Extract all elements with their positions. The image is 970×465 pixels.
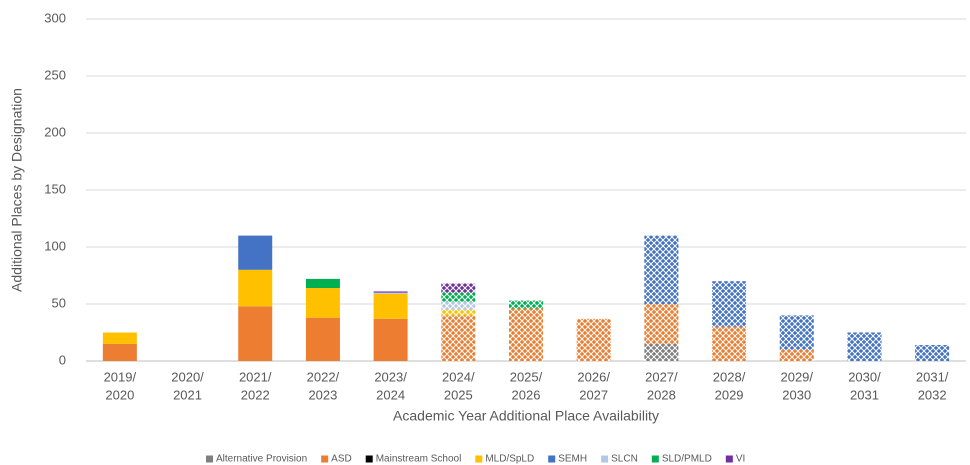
x-tick-label: 2031 (850, 387, 879, 402)
y-tick-label: 0 (59, 352, 66, 367)
x-tick-label: 2021 (173, 387, 202, 402)
legend-swatch (365, 455, 373, 463)
bar-segment (102, 343, 137, 361)
x-tick-label: 2024 (376, 387, 405, 402)
bar-segment (305, 288, 340, 318)
x-tick-label: 2030 (782, 387, 811, 402)
bar-segment (644, 343, 679, 361)
x-tick-label: 2028 (647, 387, 676, 402)
x-tick-label: 2022/ (307, 369, 340, 384)
legend-label: VI (736, 454, 745, 465)
bar-segment (373, 291, 408, 293)
x-tick-label: 2022 (241, 387, 270, 402)
y-tick-label: 50 (52, 295, 66, 310)
bar-segment (779, 349, 814, 361)
y-tick-label: 100 (44, 238, 66, 253)
x-tick-label: 2027/ (645, 369, 678, 384)
bar-segment (238, 269, 273, 307)
x-tick-label: 2029/ (780, 369, 813, 384)
x-tick-label: 2025/ (510, 369, 543, 384)
bar-segment (441, 315, 476, 361)
legend-label: MLD/SpLD (485, 454, 534, 465)
x-tick-label: 2021/ (239, 369, 272, 384)
y-axis-title: Additional Places by Designation (9, 88, 25, 292)
x-axis-title: Academic Year Additional Place Availabil… (393, 408, 659, 424)
bar-segment (373, 318, 408, 361)
bar-segment (238, 235, 273, 270)
bar-segment (576, 318, 611, 361)
legend-label: SLD/PMLD (662, 454, 712, 465)
x-tick-label: 2030/ (848, 369, 881, 384)
bar-segment (509, 300, 543, 309)
x-tick-label: 2024/ (442, 369, 475, 384)
legend-swatch (321, 455, 329, 463)
x-tick-label: 2031/ (916, 369, 949, 384)
legend-label: Mainstream School (376, 454, 462, 465)
bar-segment (644, 304, 679, 344)
legend-swatch (206, 455, 213, 463)
y-tick-label: 300 (44, 10, 66, 25)
bar-segment (915, 345, 950, 361)
bar-segment (441, 292, 476, 302)
bar-segment (509, 308, 543, 361)
legend-label: SEMH (558, 454, 587, 465)
bar-segment (373, 292, 408, 294)
bar-segment (644, 235, 679, 304)
bar-segment (779, 315, 814, 350)
bar-segment (238, 306, 273, 361)
legend: Alternative Provision ASD Mainstream Schoo… (206, 454, 745, 465)
legend-swatch (548, 455, 556, 463)
bar-segment (712, 281, 747, 327)
y-tick-label: 250 (44, 67, 66, 82)
x-tick-label: 2023 (308, 387, 337, 402)
bar-segment (373, 293, 408, 319)
x-tick-label: 2028/ (713, 369, 746, 384)
x-tick-label: 2032 (918, 387, 947, 402)
x-tick-label: 2025 (444, 387, 473, 402)
x-tick-label: 2019/ (104, 369, 137, 384)
x-tick-label: 2026 (512, 387, 541, 402)
legend-label: SLCN (611, 454, 638, 465)
legend-label: ASD (331, 454, 352, 465)
bar-segment (305, 317, 340, 361)
x-tick-label: 2020 (105, 387, 134, 402)
legend-swatch (475, 455, 483, 463)
bar-segment (847, 332, 882, 361)
x-tick-label: 2020/ (171, 369, 204, 384)
x-tick-label: 2023/ (374, 369, 407, 384)
x-tick-label: 2029 (715, 387, 744, 402)
legend-swatch (601, 455, 609, 463)
x-tick-label: 2027 (579, 387, 608, 402)
bar-segment (305, 278, 340, 289)
legend-swatch (651, 455, 659, 463)
bar-segment (441, 283, 476, 293)
x-tick-label: 2026/ (577, 369, 610, 384)
legend-swatch (725, 455, 733, 463)
bar-segment (441, 301, 476, 310)
y-tick-label: 150 (44, 181, 66, 196)
bar-segment (441, 309, 476, 316)
bar-segment (102, 332, 137, 344)
legend-label: Alternative Provision (216, 454, 307, 465)
y-tick-label: 200 (44, 124, 66, 139)
bar-segment (712, 326, 747, 361)
